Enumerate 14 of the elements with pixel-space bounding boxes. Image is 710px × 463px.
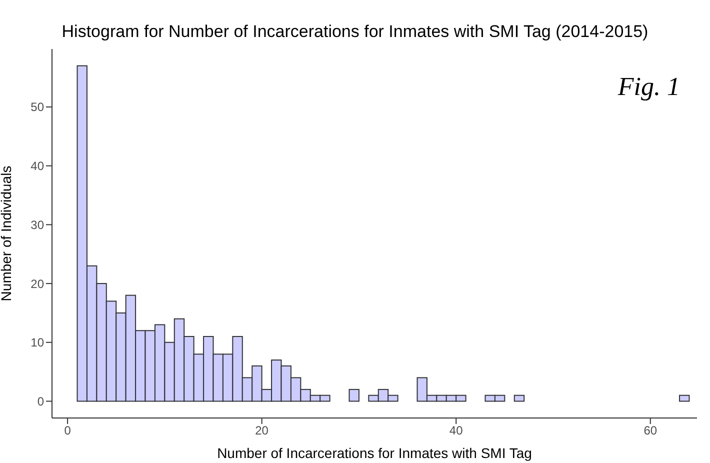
y-tick-label: 0 xyxy=(37,394,44,408)
y-tick-label: 10 xyxy=(30,336,44,350)
x-axis-title: Number of Incarcerations for Inmates with SMI Tag xyxy=(217,445,532,461)
y-tick-label: 20 xyxy=(30,276,44,291)
x-tick-label: 60 xyxy=(644,424,658,438)
y-axis-title: Number of Individuals xyxy=(0,166,14,302)
x-tick-label: 0 xyxy=(64,424,72,438)
x-tick-label: 40 xyxy=(449,424,464,438)
y-tick-label: 50 xyxy=(30,100,44,114)
chart-title: Histogram for Number of Incarcerations for Inmates with SMI Tag (2014-2015) xyxy=(60,22,650,42)
annotation: Fig. 1 xyxy=(618,72,680,102)
x-tick-label: 20 xyxy=(255,424,269,438)
y-tick-label: 40 xyxy=(30,159,44,174)
y-tick-label: 30 xyxy=(30,218,44,232)
